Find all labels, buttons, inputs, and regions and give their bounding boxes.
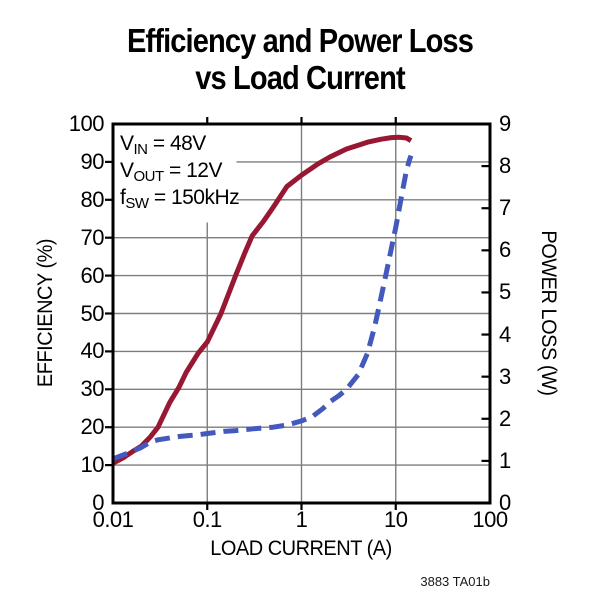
plot-area [105,117,492,510]
y-right-tick-label: 4 [499,321,511,347]
y-right-axis-title: POWER LOSS (W) [537,230,560,396]
y-right-tick-label: 3 [499,363,511,389]
y-left-tick-label: 0 [92,490,104,515]
y-right-tick-label: 2 [499,405,511,431]
x-tick-label: 100 [472,507,508,532]
y-right-tick-label: 5 [499,279,511,305]
chart-title-line1: Efficiency and Power Loss [127,22,474,59]
y-right-tick-label: 8 [499,153,511,179]
y-left-tick-label: 100 [68,111,105,136]
figure-reference-code: 3883 TA01b [420,574,490,589]
y-right-tick-label: 9 [499,111,511,136]
y-right-tick-label: 1 [499,447,511,473]
y-left-tick-label: 10 [80,452,105,478]
x-tick-label: 0.1 [192,507,223,532]
y-right-tick-label: 0 [499,490,511,515]
condition-vout: VOUT = 12V [120,159,223,185]
y-left-tick-label: 40 [80,338,105,364]
y-left-tick-label: 80 [80,186,105,212]
y-left-tick-label: 50 [80,300,105,326]
y-left-axis-title: EFFICIENCY (%) [34,238,57,388]
x-tick-label: 1 [295,507,308,532]
series-efficiency [111,134,413,466]
conditions-annotation: VIN = 48V VOUT = 12V fSW = 150kHz [120,130,240,212]
x-axis-title: LOAD CURRENT (A) [210,537,392,560]
x-tick-label: 0.01 [92,507,134,532]
chart-title: Efficiency and Power Loss vs Load Curren… [36,22,564,96]
condition-fsw: fSW = 150kHz [120,186,240,212]
x-tick-label: 10 [384,507,408,532]
y-left-tick-label: 20 [80,414,105,440]
condition-vin: VIN = 48V [120,132,206,158]
chart-title-line2: vs Load Current [195,59,405,96]
series-power-loss [112,154,414,462]
y-right-tick-label: 6 [499,237,511,263]
y-left-tick-label: 30 [80,376,105,402]
y-right-tick-label: 7 [499,195,511,221]
y-left-tick-label: 60 [80,262,105,288]
plot-border [111,122,492,505]
annotation-mask [114,125,237,223]
y-left-tick-label: 90 [80,148,105,174]
y-left-tick-label: 70 [80,224,105,250]
